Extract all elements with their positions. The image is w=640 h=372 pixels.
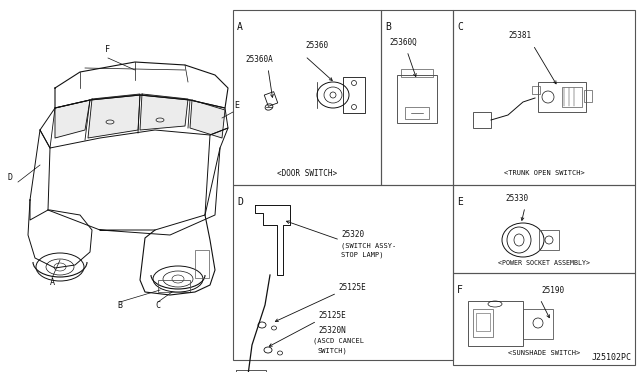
Bar (343, 77, 365, 113)
Text: 25360: 25360 (305, 41, 328, 50)
Text: SWITCH): SWITCH) (318, 347, 348, 353)
Bar (381, 10, 453, 185)
Text: F: F (457, 285, 463, 295)
Bar (236, 370, 266, 372)
Text: 25125E: 25125E (318, 311, 346, 320)
Polygon shape (190, 100, 225, 138)
Bar (233, 10, 381, 185)
Text: J25102PC: J25102PC (592, 353, 632, 362)
Text: 25320N: 25320N (318, 326, 346, 335)
Text: D: D (8, 173, 13, 182)
Text: (SWITCH ASSY-: (SWITCH ASSY- (341, 242, 396, 248)
Bar (195, 250, 209, 278)
Text: <TRUNK OPEN SWITCH>: <TRUNK OPEN SWITCH> (504, 170, 584, 176)
Bar (562, 87, 582, 107)
Bar (538, 82, 586, 112)
Text: 25381: 25381 (508, 31, 531, 40)
Bar (476, 313, 490, 331)
Bar (405, 107, 429, 119)
Bar (539, 230, 559, 250)
Text: E: E (457, 197, 463, 207)
Text: <SUNSHADE SWITCH>: <SUNSHADE SWITCH> (508, 350, 580, 356)
Text: STOP LAMP): STOP LAMP) (341, 251, 383, 257)
Bar (264, 92, 278, 106)
Bar (523, 309, 553, 339)
Bar (473, 112, 491, 128)
Text: D: D (237, 197, 243, 207)
Text: B: B (385, 22, 391, 32)
Bar (401, 69, 433, 77)
Polygon shape (140, 94, 188, 130)
Text: 25190: 25190 (541, 286, 564, 295)
Bar (397, 75, 437, 123)
Text: 25320: 25320 (341, 230, 364, 239)
Bar (473, 309, 493, 337)
Text: 25330: 25330 (505, 194, 528, 203)
Text: E: E (234, 101, 239, 110)
Bar (453, 185, 635, 273)
Text: <POWER SOCKET ASSEMBLY>: <POWER SOCKET ASSEMBLY> (498, 260, 590, 266)
Text: C: C (457, 22, 463, 32)
Text: 25360Q: 25360Q (389, 38, 417, 47)
Bar (468, 301, 523, 346)
Text: A: A (237, 22, 243, 32)
Text: B: B (118, 301, 122, 310)
Bar (453, 10, 635, 185)
Bar (453, 273, 635, 365)
Text: 25125E: 25125E (338, 283, 365, 292)
Text: (ASCD CANCEL: (ASCD CANCEL (313, 338, 364, 344)
Text: 25360A: 25360A (245, 55, 273, 64)
Polygon shape (55, 100, 90, 138)
Bar (233, 185, 453, 360)
Text: C: C (156, 301, 161, 310)
Text: A: A (49, 278, 54, 287)
Bar (532, 86, 540, 94)
Text: F: F (106, 45, 111, 54)
Text: <DOOR SWITCH>: <DOOR SWITCH> (277, 169, 337, 177)
Bar (584, 90, 592, 102)
Bar (158, 280, 190, 292)
Polygon shape (88, 94, 140, 138)
